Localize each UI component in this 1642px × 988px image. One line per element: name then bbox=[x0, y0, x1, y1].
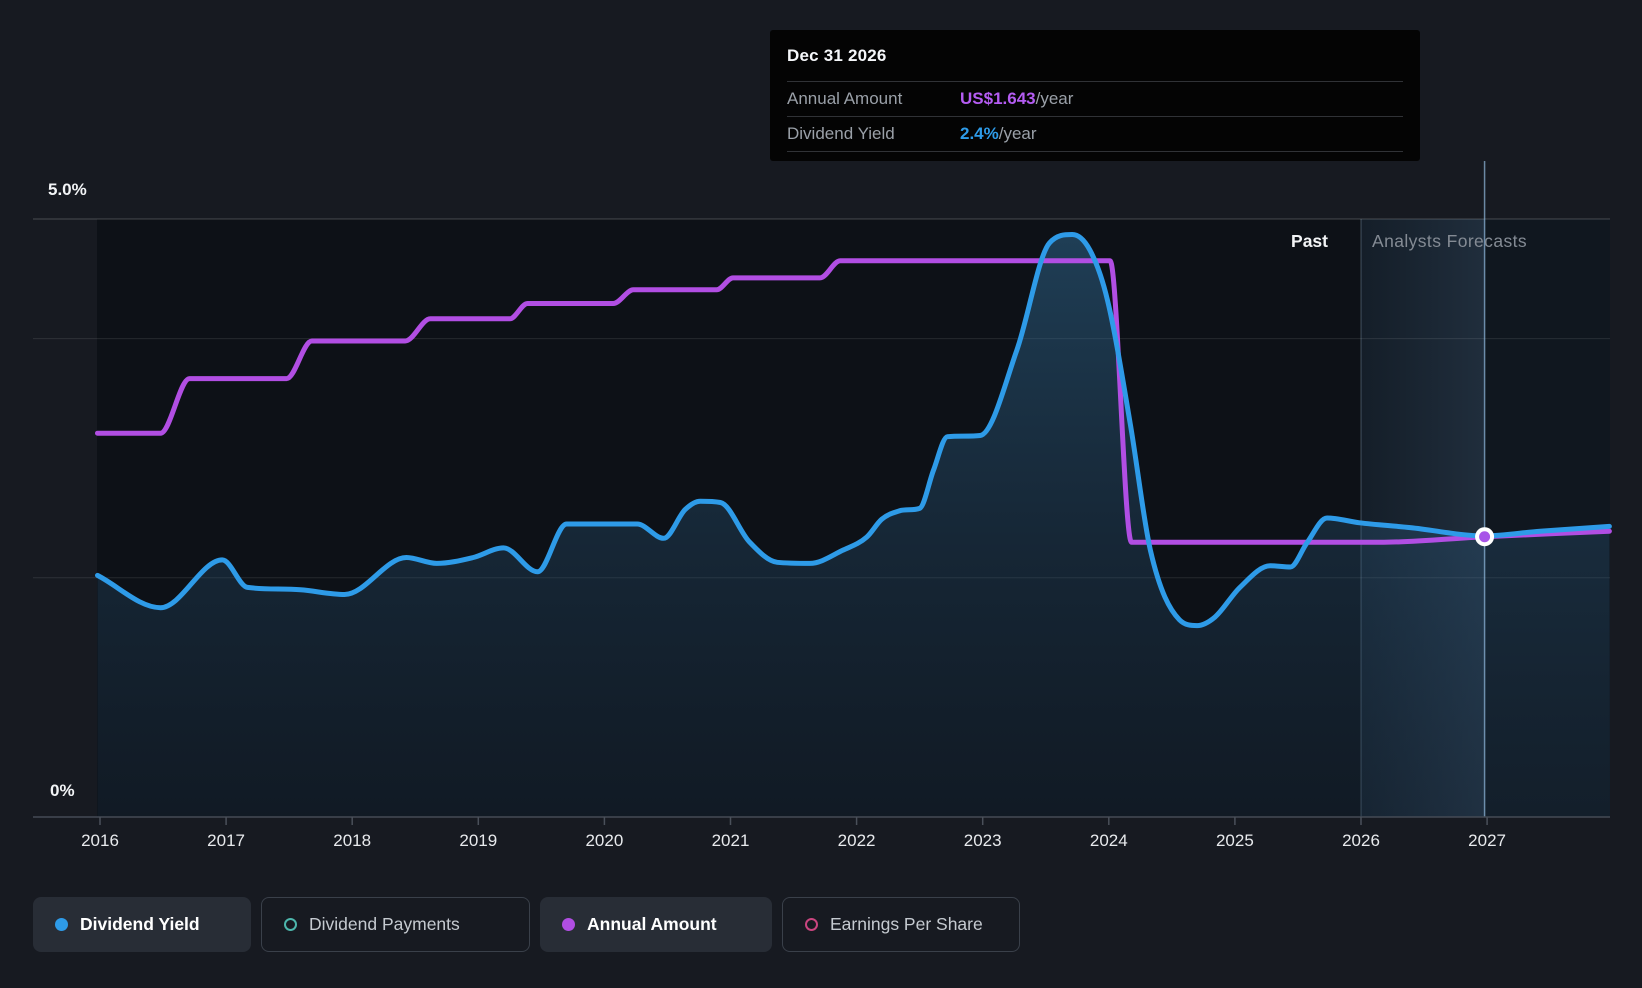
dividend-yield-area bbox=[97, 234, 1610, 817]
dividend-yield-line bbox=[95, 232, 1612, 629]
legend: Dividend Yield Dividend Payments Annual Am… bbox=[33, 897, 1020, 952]
legend-item-earnings-per-share[interactable]: Earnings Per Share bbox=[782, 897, 1020, 952]
tooltip-divider bbox=[787, 151, 1403, 152]
tooltip-row-value: US$1.643 bbox=[960, 89, 1036, 108]
past-label: Past bbox=[1291, 231, 1328, 251]
x-axis-label-2025: 2025 bbox=[1215, 831, 1254, 850]
x-axis-label-2027: 2027 bbox=[1468, 831, 1507, 850]
analysts-forecasts-label: Analysts Forecasts bbox=[1372, 231, 1528, 251]
x-axis-label-2022: 2022 bbox=[837, 831, 876, 850]
legend-item-label: Dividend Payments bbox=[309, 914, 460, 934]
tooltip: Dec 31 2026 Annual Amount US$1.643/year Di… bbox=[770, 30, 1420, 161]
tooltip-row-dividend-yield: Dividend Yield 2.4%/year bbox=[787, 116, 1403, 151]
tooltip-row-value: 2.4% bbox=[960, 124, 999, 143]
tooltip-date: Dec 31 2026 bbox=[787, 45, 887, 65]
legend-item-label: Dividend Yield bbox=[80, 914, 200, 934]
annual-amount-swatch-icon bbox=[562, 918, 575, 931]
y-axis-label-bottom: 0% bbox=[50, 781, 75, 800]
annual-amount-line bbox=[95, 258, 1612, 545]
tooltip-row-suffix: /year bbox=[1035, 89, 1074, 108]
x-axis-label-2018: 2018 bbox=[333, 831, 372, 850]
tooltip-row-label: Annual Amount bbox=[787, 89, 903, 108]
legend-item-dividend-yield[interactable]: Dividend Yield bbox=[33, 897, 251, 952]
x-axis-label-2026: 2026 bbox=[1342, 831, 1380, 850]
x-axis-label-2024: 2024 bbox=[1089, 831, 1128, 850]
dividend-payments-swatch-icon bbox=[284, 918, 297, 931]
earnings-per-share-swatch-icon bbox=[805, 918, 818, 931]
dividend-yield-swatch-icon bbox=[55, 918, 68, 931]
legend-item-label: Earnings Per Share bbox=[830, 914, 983, 934]
tooltip-row-annual-amount: Annual Amount US$1.643/year bbox=[787, 81, 1403, 116]
legend-item-annual-amount[interactable]: Annual Amount bbox=[540, 897, 772, 952]
x-axis-label-2020: 2020 bbox=[585, 831, 624, 850]
tooltip-row-suffix: /year bbox=[998, 124, 1037, 143]
y-axis-label-top: 5.0% bbox=[48, 180, 87, 199]
x-axis-label-2016: 2016 bbox=[81, 831, 119, 850]
legend-item-dividend-payments[interactable]: Dividend Payments bbox=[261, 897, 530, 952]
x-axis-label-2017: 2017 bbox=[207, 831, 246, 850]
forecast-marker bbox=[1479, 531, 1491, 543]
tooltip-row-label: Dividend Yield bbox=[787, 124, 895, 143]
legend-item-label: Annual Amount bbox=[587, 914, 717, 934]
x-axis-label-2021: 2021 bbox=[711, 831, 750, 850]
x-axis-label-2019: 2019 bbox=[459, 831, 498, 850]
x-axis-label-2023: 2023 bbox=[963, 831, 1002, 850]
